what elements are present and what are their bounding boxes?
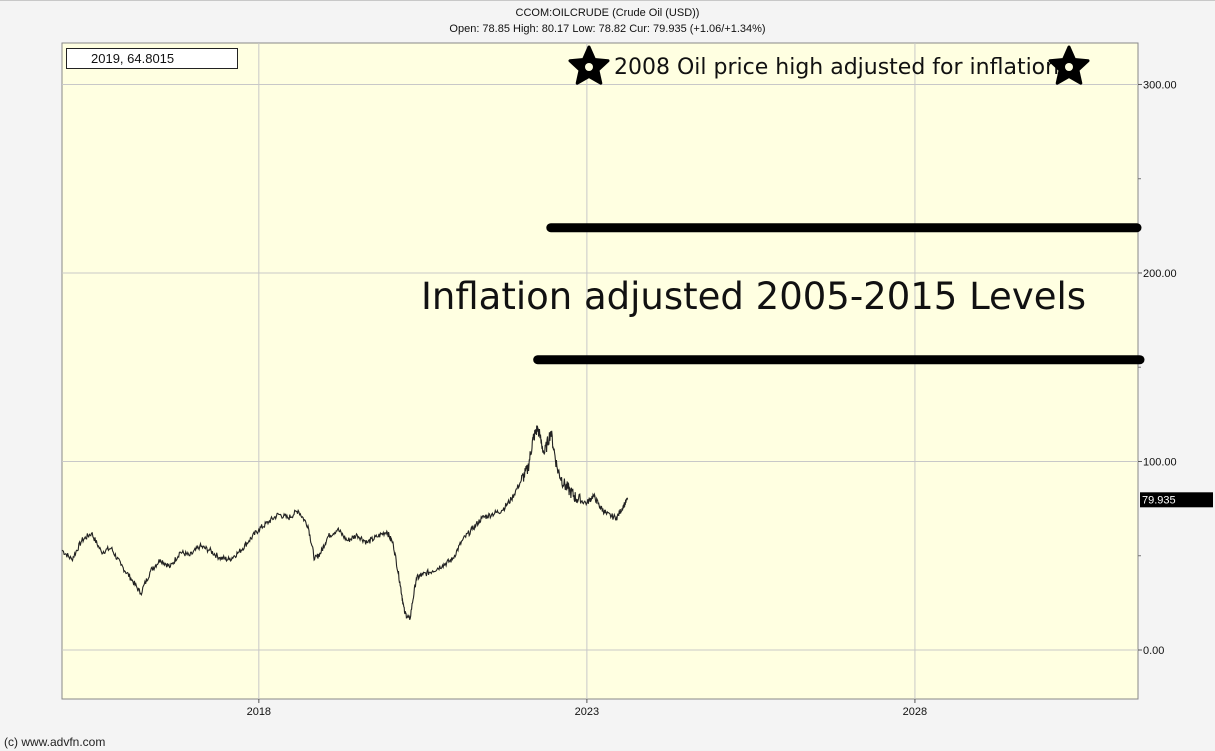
chart-title: CCOM:OILCRUDE (Crude Oil (USD)) <box>515 7 700 19</box>
grid-lines <box>62 43 1138 699</box>
annotations: 2008 Oil price high adjusted for inflati… <box>421 45 1145 365</box>
star-icon-left <box>568 45 610 85</box>
cursor-readout: 2019, 64.8015 <box>66 48 238 69</box>
y-tick-label: 200.00 <box>1143 268 1177 280</box>
copyright-footer: (c) www.advfn.com <box>4 735 106 749</box>
chart-subtitle: Open: 78.85 High: 80.17 Low: 78.82 Cur: … <box>449 23 766 35</box>
current-price-label: 79.935 <box>1142 494 1176 506</box>
annotation-2008-high: 2008 Oil price high adjusted for inflati… <box>614 55 1059 80</box>
x-tick-label: 2023 <box>575 706 599 718</box>
annotation-inflation-band: Inflation adjusted 2005-2015 Levels <box>421 275 1086 318</box>
axis-ticks: 2018 2023 2028 0.00 100.00 200.00 300.00 <box>247 79 1177 718</box>
current-price-tag-bg <box>1140 492 1213 508</box>
plot-area[interactable] <box>61 42 1139 700</box>
x-tick-label: 2028 <box>903 706 927 718</box>
y-tick-label: 300.00 <box>1143 79 1177 91</box>
price-series-line[interactable] <box>61 425 629 620</box>
star-icon-right <box>1048 45 1090 85</box>
y-tick-label: 0.00 <box>1143 645 1164 657</box>
current-price-tag: 79.935 <box>1140 492 1213 508</box>
y-tick-label: 100.00 <box>1143 456 1177 468</box>
x-tick-label: 2018 <box>247 706 271 718</box>
